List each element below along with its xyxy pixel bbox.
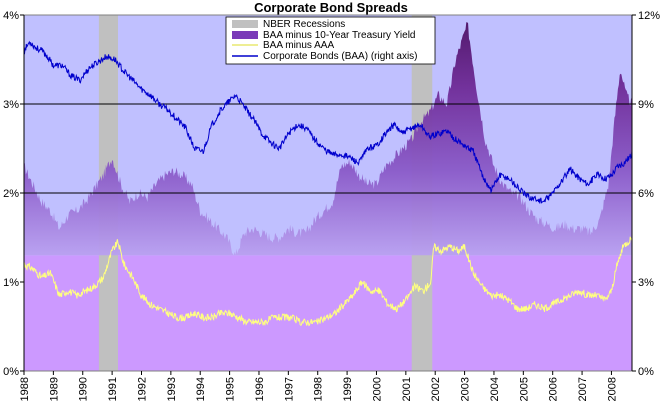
legend-swatch-10y-spread: [232, 31, 258, 39]
baa-10y-spread-area: [24, 22, 632, 256]
x-tick-label: 1989: [48, 377, 60, 401]
left-tick-label: 1%: [3, 277, 19, 289]
x-tick-label: 2003: [460, 377, 472, 401]
right-tick-label: 12%: [638, 10, 660, 22]
x-tick-label: 2002: [430, 377, 442, 401]
legend-label-recessions: NBER Recessions: [263, 19, 345, 30]
baa-layer: [23, 40, 633, 204]
plot-area: [23, 14, 633, 372]
x-tick-label: 2007: [577, 377, 589, 401]
right-tick-label: 3%: [638, 277, 654, 289]
legend-box: [225, 16, 436, 65]
baa-10y-spread-layer: [24, 22, 632, 256]
x-tick-label: 2006: [548, 377, 560, 401]
legend-label-baa-aaa: BAA minus AAA: [263, 40, 334, 51]
x-tick-label: 2001: [401, 377, 413, 401]
x-tick-label: 1990: [78, 377, 90, 401]
right-axis: 0% 3% 6% 9% 12%: [631, 10, 660, 378]
right-tick-label: 9%: [638, 99, 654, 111]
left-axis: 0% 1% 2% 3% 4%: [3, 10, 25, 378]
x-tick-label: 1994: [195, 377, 207, 401]
right-tick-label: 6%: [638, 188, 654, 200]
x-tick-label: 2005: [518, 377, 530, 401]
chart-title: Corporate Bond Spreads: [254, 0, 408, 15]
legend: NBER Recessions BAA minus 10-Year Treasu…: [225, 16, 436, 65]
x-tick-label: 2000: [371, 377, 383, 401]
x-tick-label: 1996: [254, 377, 266, 401]
right-tick-label: 0%: [638, 366, 654, 378]
lower-band-layer: [24, 255, 632, 371]
legend-label-baa: Corporate Bonds (BAA) (right axis): [263, 51, 418, 62]
baa-yield-line: [23, 40, 633, 204]
x-tick-label: 1995: [225, 377, 237, 401]
x-tick-label: 1993: [166, 377, 178, 401]
x-tick-label: 1999: [342, 377, 354, 401]
x-tick-label: 2004: [489, 377, 501, 401]
legend-swatch-recessions: [232, 20, 258, 28]
x-tick-label: 1998: [313, 377, 325, 401]
x-axis: 1988 1989 1990 1991 1992 1993 1994 1995 1996 1997…: [19, 371, 618, 401]
baa-aaa-line: [23, 236, 633, 327]
legend-label-10y-spread: BAA minus 10-Year Treasury Yield: [263, 30, 416, 41]
left-tick-label: 0%: [3, 366, 19, 378]
x-tick-label: 1992: [136, 377, 148, 401]
baa-aaa-layer: [23, 236, 633, 327]
x-tick-label: 2008: [606, 377, 618, 401]
x-tick-label: 1988: [19, 377, 31, 401]
grid-layer: [24, 103, 632, 194]
left-tick-label: 4%: [3, 10, 19, 22]
x-tick-label: 1997: [283, 377, 295, 401]
lower-band: [24, 255, 632, 371]
left-tick-label: 3%: [3, 99, 19, 111]
x-tick-label: 1991: [107, 377, 119, 401]
left-tick-label: 2%: [3, 188, 19, 200]
